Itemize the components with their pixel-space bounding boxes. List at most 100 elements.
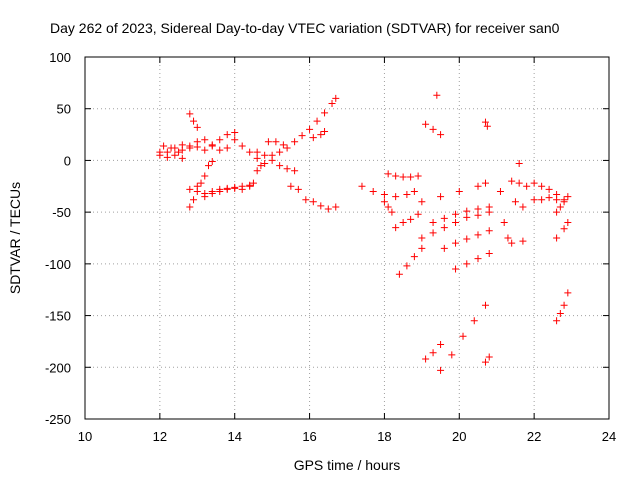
data-point-seg-13 xyxy=(294,185,302,193)
data-point-seg-29 xyxy=(429,349,437,357)
data-point-seg-31 xyxy=(485,353,493,361)
data-point-seg-19 xyxy=(414,210,422,218)
data-point-seg-10 xyxy=(321,109,329,117)
data-point-seg-21 xyxy=(437,193,445,201)
data-point-seg-01 xyxy=(201,136,209,144)
data-point-seg-15 xyxy=(317,131,325,139)
data-point-seg-34 xyxy=(508,177,516,185)
data-point-seg-23 xyxy=(474,205,482,213)
x-tick-label: 24 xyxy=(602,429,616,444)
data-point-seg-05 xyxy=(186,203,194,211)
data-point-seg-31 xyxy=(481,358,489,366)
data-point-seg-25 xyxy=(474,255,482,263)
data-point-seg-19 xyxy=(407,215,415,223)
data-point-seg-26 xyxy=(429,125,437,133)
data-point-seg-10 xyxy=(276,148,284,156)
chart-title: Day 262 of 2023, Sidereal Day-to-day VTE… xyxy=(50,20,560,36)
data-point-seg-14 xyxy=(302,196,310,204)
data-point-seg-16 xyxy=(358,182,366,190)
data-point-seg-24 xyxy=(452,239,460,247)
y-tick-label: 50 xyxy=(57,102,71,117)
data-point-seg-15 xyxy=(309,134,317,142)
data-point-seg-10 xyxy=(261,160,269,168)
data-point-seg-03 xyxy=(175,148,183,156)
data-point-seg-33 xyxy=(515,160,523,168)
y-tick-label: 100 xyxy=(49,50,71,65)
data-point-seg-12 xyxy=(264,138,272,146)
data-point-seg-32 xyxy=(496,187,504,195)
data-point-seg-22 xyxy=(440,224,448,232)
data-point-seg-29 xyxy=(422,355,430,363)
data-point-seg-05 xyxy=(197,179,205,187)
data-point-seg-23 xyxy=(452,210,460,218)
data-point-seg-09 xyxy=(238,142,246,150)
data-point-seg-30 xyxy=(448,351,456,359)
data-point-seg-07 xyxy=(216,187,224,195)
data-point-seg-25 xyxy=(463,260,471,268)
data-point-seg-10 xyxy=(298,132,306,140)
data-point-seg-05 xyxy=(201,172,209,180)
data-point-seg-38 xyxy=(556,203,564,211)
data-point-seg-36 xyxy=(545,185,553,193)
data-point-seg-02 xyxy=(216,146,224,154)
data-point-seg-06 xyxy=(186,185,194,193)
data-point-seg-22 xyxy=(418,234,426,242)
y-tick-label: 0 xyxy=(64,153,71,168)
data-point-seg-10 xyxy=(291,138,299,146)
data-point-seg-20 xyxy=(395,270,403,278)
data-point-seg-01 xyxy=(231,129,239,137)
data-point-seg-16 xyxy=(369,187,377,195)
data-point-seg-07 xyxy=(223,185,231,193)
data-point-seg-37 xyxy=(553,196,561,204)
data-point-seg-10 xyxy=(306,125,314,133)
y-axis-label: SDTVAR / TECUs xyxy=(7,182,23,294)
data-point-seg-02 xyxy=(178,146,186,154)
x-tick-labels: 10 12 14 16 18 20 22 24 xyxy=(78,429,616,444)
plot-frame xyxy=(84,56,610,420)
data-point-seg-02 xyxy=(201,146,209,154)
data-point-seg-26 xyxy=(422,120,430,128)
data-point-seg-20 xyxy=(418,244,426,252)
data-point-seg-14 xyxy=(309,198,317,206)
data-point-seg-40 xyxy=(564,289,572,297)
data-point-seg-07 xyxy=(238,182,246,190)
data-point-seg-22 xyxy=(429,229,437,237)
data-point-seg-09 xyxy=(231,136,239,144)
data-point-seg-17 xyxy=(407,173,415,181)
grid-lines xyxy=(85,57,609,419)
data-point-seg-01 xyxy=(223,131,231,139)
data-point-seg-17 xyxy=(392,172,400,180)
data-point-seg-12 xyxy=(272,138,280,146)
data-point-seg-26 xyxy=(437,131,445,139)
data-point-seg-10 xyxy=(283,144,291,152)
data-point-seg-11 xyxy=(291,167,299,175)
data-point-seg-02 xyxy=(223,144,231,152)
data-point-seg-37 xyxy=(530,196,538,204)
data-point-seg-14 xyxy=(317,202,325,210)
data-point-seg-11 xyxy=(276,162,284,170)
data-point-seg-20 xyxy=(403,262,411,270)
data-point-seg-03 xyxy=(160,142,168,150)
data-point-seg-02 xyxy=(186,144,194,152)
data-point-seg-10 xyxy=(313,117,321,125)
data-point-seg-09 xyxy=(246,148,254,156)
data-point-seg-07 xyxy=(201,193,209,201)
data-point-seg-18 xyxy=(388,208,396,216)
data-point-seg-28 xyxy=(483,122,491,130)
data-point-seg-07 xyxy=(208,190,216,198)
data-point-seg-34 xyxy=(515,179,523,187)
data-point-seg-37 xyxy=(545,194,553,202)
data-point-seg-24 xyxy=(474,231,482,239)
data-point-seg-11 xyxy=(261,151,269,159)
data-point-seg-23 xyxy=(440,214,448,222)
y-tick-label: -200 xyxy=(45,360,71,375)
data-point-seg-04 xyxy=(193,123,201,131)
data-point-seg-04 xyxy=(186,110,194,118)
data-point-seg-09 xyxy=(257,162,265,170)
data-point-seg-38 xyxy=(560,196,568,204)
data-point-seg-11 xyxy=(268,156,276,164)
data-point-seg-17 xyxy=(399,173,407,181)
data-point-seg-39 xyxy=(560,225,568,233)
data-point-seg-10 xyxy=(328,100,336,108)
